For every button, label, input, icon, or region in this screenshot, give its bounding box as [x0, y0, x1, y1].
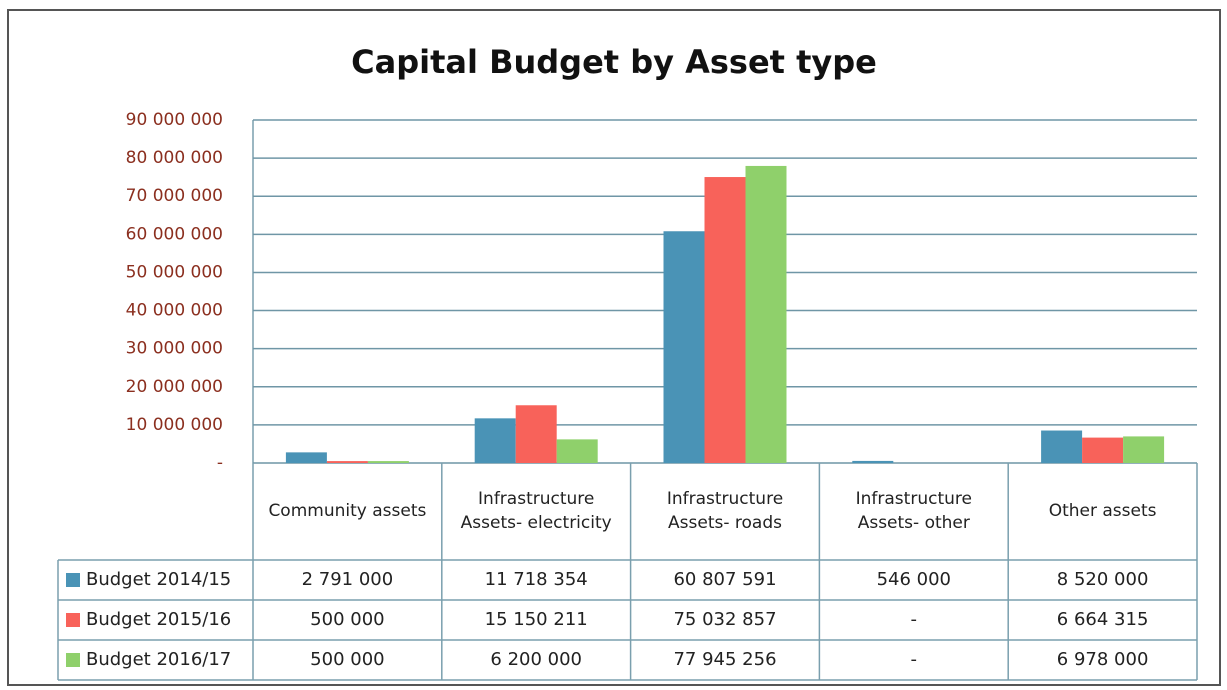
bar: [663, 231, 705, 463]
bar: [1082, 437, 1124, 463]
category-cell: Infrastructure Assets- electricity: [460, 488, 612, 533]
category-cell: Community assets: [268, 500, 427, 521]
table-value: 6 978 000: [1057, 649, 1149, 670]
table-value: 6 664 315: [1057, 609, 1149, 630]
y-tick-label: 50 000 000: [126, 262, 223, 282]
legend-label: Budget 2016/17: [86, 649, 231, 670]
chart-frame: [7, 9, 1221, 686]
legend-swatch: [66, 573, 80, 587]
table-value: 8 520 000: [1057, 569, 1149, 590]
y-tick-label: 90 000 000: [126, 110, 223, 130]
category-cell: Infrastructure Assets- other: [855, 488, 972, 533]
y-tick-label: 40 000 000: [126, 301, 223, 321]
table-value: 75 032 857: [673, 609, 776, 630]
legend-label: Budget 2014/15: [86, 569, 231, 590]
table-value: 500 000: [310, 609, 384, 630]
y-tick-label: -: [217, 453, 223, 473]
table-value: 6 200 000: [490, 649, 582, 670]
x-tick-label: Community assets: [268, 500, 427, 521]
x-tick-label: Infrastructure Assets- roads: [666, 488, 784, 533]
bar: [1041, 430, 1083, 463]
legend-swatch: [66, 613, 80, 627]
x-tick-label: Other assets: [1048, 500, 1157, 521]
bar: [474, 418, 516, 463]
y-tick-label: 30 000 000: [126, 339, 223, 359]
legend-label: Budget 2015/16: [86, 609, 231, 630]
bar: [745, 165, 787, 464]
table-value: -: [911, 649, 918, 670]
category-cell: Infrastructure Assets- roads: [666, 488, 784, 533]
bar: [704, 177, 746, 463]
table-value: 60 807 591: [673, 569, 776, 590]
table-value: 15 150 211: [485, 609, 588, 630]
category-cell: Other assets: [1048, 500, 1157, 521]
legend-swatch: [66, 653, 80, 667]
y-tick-label: 60 000 000: [126, 224, 223, 244]
table-value: -: [911, 609, 918, 630]
table-value: 546 000: [877, 569, 951, 590]
y-tick-label: 20 000 000: [126, 377, 223, 397]
bar: [1123, 436, 1165, 463]
chart-title: Capital Budget by Asset type: [351, 43, 877, 81]
table-value: 77 945 256: [673, 649, 776, 670]
bar: [326, 461, 368, 463]
x-tick-label: Infrastructure Assets- other: [855, 488, 972, 533]
table-value: 500 000: [310, 649, 384, 670]
y-tick-label: 10 000 000: [126, 415, 223, 435]
bar: [556, 439, 598, 463]
y-tick-label: 70 000 000: [126, 186, 223, 206]
y-tick-label: 80 000 000: [126, 148, 223, 168]
x-tick-label: Infrastructure Assets- electricity: [460, 488, 612, 533]
bar: [852, 460, 894, 463]
bar: [285, 452, 327, 463]
bar: [515, 405, 557, 463]
table-value: 2 791 000: [302, 569, 394, 590]
table-value: 11 718 354: [485, 569, 588, 590]
bar: [367, 461, 409, 463]
